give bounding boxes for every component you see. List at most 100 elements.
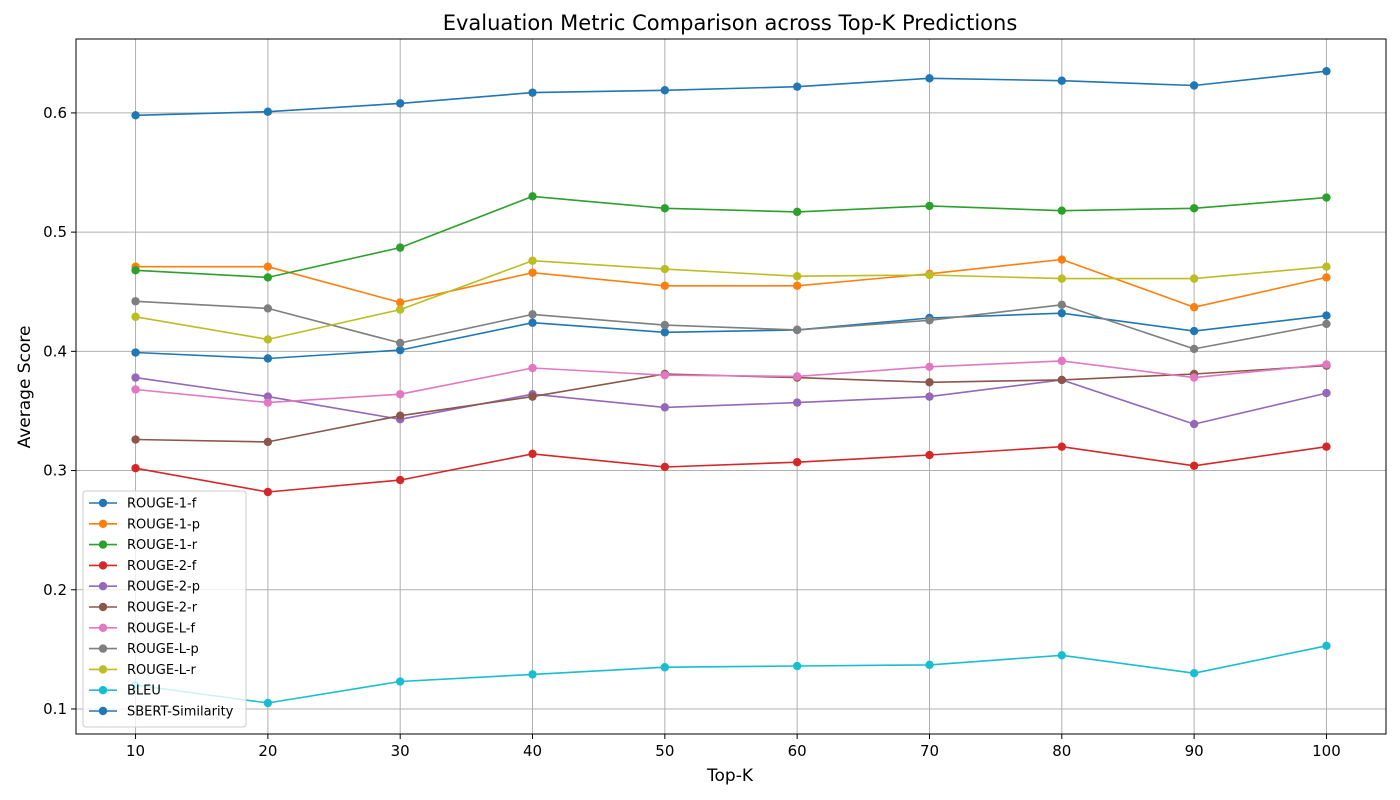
legend: ROUGE-1-f ROUGE-1-p ROUGE-1-r ROUGE-2-f ROUG… — [82, 490, 247, 728]
data-point — [792, 457, 802, 467]
legend-label: ROUGE-L-p — [127, 642, 199, 657]
data-point — [1322, 193, 1331, 202]
series-group — [131, 66, 1331, 708]
y-axis-label: Average Score — [15, 326, 35, 449]
data-point — [925, 450, 934, 460]
data-point — [395, 298, 405, 307]
data-point — [1189, 204, 1199, 213]
data-point — [263, 698, 273, 708]
data-point — [660, 663, 670, 672]
data-point — [1322, 360, 1331, 369]
x-tick-label: 40 — [523, 742, 542, 760]
series-rouge-1-p — [131, 255, 1331, 312]
data-point — [1189, 303, 1199, 312]
data-point — [1057, 300, 1067, 310]
chart-title: Evaluation Metric Comparison across Top-… — [443, 11, 1018, 35]
data-point — [1189, 326, 1199, 336]
data-point — [131, 111, 140, 120]
data-point — [1057, 442, 1067, 451]
data-point — [528, 363, 537, 373]
series-rouge-l-f — [131, 356, 1331, 407]
x-tick-label: 100 — [1312, 742, 1341, 760]
legend-marker — [98, 561, 108, 570]
data-point — [528, 192, 537, 201]
data-point — [660, 320, 670, 330]
data-point — [131, 297, 140, 306]
y-tick-label: 0.2 — [43, 581, 67, 599]
legend-item: ROUGE-1-f — [89, 497, 197, 512]
data-point — [263, 392, 273, 401]
legend-label: ROUGE-2-r — [127, 601, 198, 616]
series-line — [135, 195, 1327, 279]
data-point — [263, 398, 273, 407]
legend-item: ROUGE-2-r — [89, 601, 198, 616]
data-point — [395, 243, 405, 252]
data-point — [925, 392, 934, 401]
series-line — [135, 376, 1327, 425]
series-rouge-l-r — [131, 256, 1331, 344]
data-point — [1322, 66, 1331, 76]
data-point — [925, 660, 934, 670]
series-rouge-l-p — [131, 297, 1331, 354]
data-point — [792, 82, 802, 91]
data-point — [1189, 344, 1199, 354]
data-point — [1189, 419, 1199, 429]
data-point — [925, 201, 934, 211]
x-tick-label: 30 — [391, 742, 410, 760]
x-axis-label: Top-K — [706, 766, 754, 786]
data-point — [925, 316, 934, 325]
data-point — [263, 335, 273, 344]
legend-item: SBERT-Similarity — [89, 705, 234, 720]
data-point — [1189, 669, 1199, 678]
data-point — [925, 74, 934, 83]
data-point — [1322, 319, 1331, 329]
legend-item: ROUGE-L-p — [89, 642, 199, 657]
data-point — [660, 204, 670, 213]
data-point — [131, 435, 140, 444]
legend-item: ROUGE-L-r — [89, 663, 196, 678]
x-tick-label: 60 — [788, 742, 807, 760]
legend-label: ROUGE-L-r — [127, 663, 196, 678]
legend-marker — [98, 686, 108, 695]
legend-marker — [98, 623, 108, 632]
data-point — [528, 449, 537, 459]
y-tick-label: 0.1 — [43, 700, 67, 718]
data-point — [263, 487, 273, 497]
data-point — [660, 264, 670, 274]
data-point — [925, 378, 934, 387]
data-point — [395, 338, 405, 348]
data-point — [660, 370, 670, 380]
legend-box — [82, 490, 247, 728]
data-point — [1322, 262, 1331, 271]
data-point — [263, 437, 273, 447]
legend-label: ROUGE-1-r — [127, 538, 198, 553]
data-point — [395, 345, 405, 355]
y-tick-label: 0.3 — [43, 462, 67, 480]
data-point — [1057, 76, 1067, 85]
data-point — [1057, 308, 1067, 318]
data-point — [528, 268, 537, 277]
data-point — [263, 354, 273, 363]
data-point — [528, 88, 537, 97]
series-rouge-1-f — [131, 308, 1331, 363]
series-line — [135, 312, 1327, 360]
data-point — [528, 256, 537, 265]
legend-label: ROUGE-2-f — [127, 559, 197, 574]
data-point — [1189, 274, 1199, 283]
data-point — [395, 411, 405, 420]
legend-marker — [98, 519, 108, 528]
data-point — [660, 403, 670, 412]
series-line — [135, 258, 1327, 309]
legend-marker — [98, 706, 108, 716]
x-tick-label: 90 — [1185, 742, 1204, 760]
data-point — [925, 270, 934, 280]
data-point — [1057, 255, 1067, 264]
x-tick-label: 20 — [258, 742, 277, 760]
data-point — [1057, 356, 1067, 366]
legend-label: ROUGE-1-f — [127, 497, 197, 512]
data-point — [395, 99, 405, 108]
series-bleu — [131, 641, 1331, 708]
data-point — [792, 281, 802, 290]
data-point — [131, 348, 140, 357]
legend-marker — [98, 665, 108, 674]
